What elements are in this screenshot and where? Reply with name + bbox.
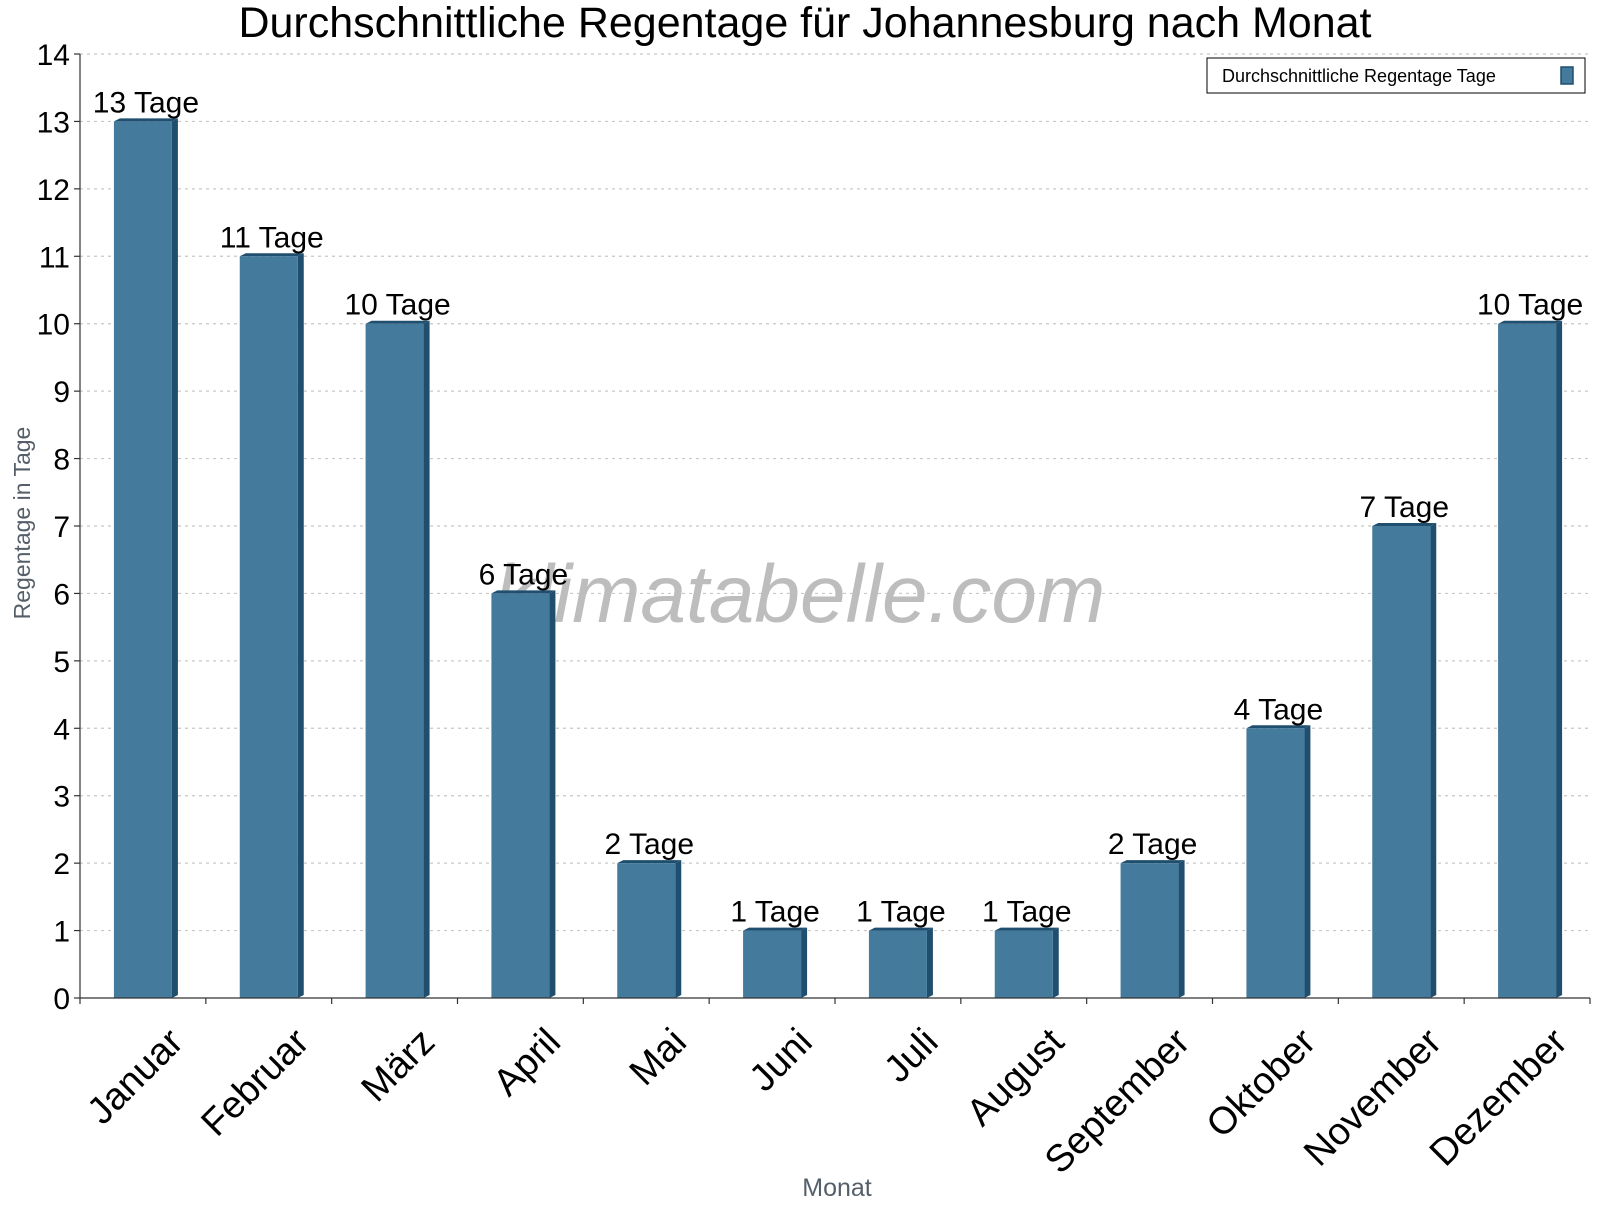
bar <box>617 863 676 998</box>
bar <box>365 323 424 998</box>
y-tick-label: 5 <box>53 646 70 679</box>
y-tick-label: 0 <box>53 983 70 1016</box>
y-tick-label: 6 <box>53 578 70 611</box>
data-label: 7 Tage <box>1359 491 1449 524</box>
bar-top <box>1498 320 1563 324</box>
y-tick-label: 13 <box>37 106 70 139</box>
data-label: 2 Tage <box>604 828 694 861</box>
x-tick-label: März <box>354 1021 443 1110</box>
y-axis-title: Regentage in Tage <box>9 427 35 620</box>
x-axis-title: Monat <box>802 1174 872 1200</box>
chart-title: Durchschnittliche Regentage für Johannes… <box>238 0 1371 47</box>
watermark-text: klimatabelle.com <box>495 549 1106 640</box>
y-tick-label: 11 <box>39 241 70 274</box>
y-tick-label: 8 <box>53 444 70 477</box>
data-label: 1 Tage <box>730 896 820 929</box>
bar-top <box>617 860 682 864</box>
data-label: 1 Tage <box>982 896 1072 929</box>
bar <box>113 121 172 998</box>
bar-side <box>1556 320 1563 998</box>
x-tick-label: Februar <box>194 1021 318 1145</box>
data-labels: 13 Tage 11 Tage 10 Tage 6 Tage 2 Tage 1 Tage 1… <box>93 86 1583 928</box>
bar-top <box>365 320 430 324</box>
x-tick-label: Januar <box>80 1021 192 1133</box>
y-tick-label: 9 <box>53 376 70 409</box>
y-tick-label: 1 <box>53 916 70 949</box>
bar-side <box>1304 725 1311 998</box>
y-tick-label: 2 <box>53 848 70 881</box>
data-label: 13 Tage <box>93 86 199 119</box>
x-tick-label: Juni <box>742 1021 821 1100</box>
y-tick-label: 3 <box>53 781 70 814</box>
x-tick-label: Dezember <box>1422 1021 1576 1175</box>
bar <box>868 930 927 998</box>
bar-top <box>1372 523 1437 526</box>
bar-side <box>1052 927 1059 998</box>
y-tick-label: 14 <box>37 39 70 72</box>
bar <box>743 930 802 998</box>
bar-side <box>926 927 933 998</box>
y-tick-label: 10 <box>37 309 70 342</box>
bar-side <box>297 253 304 999</box>
bar-side <box>1430 523 1437 998</box>
bar <box>1120 863 1179 998</box>
data-label: 10 Tage <box>1477 289 1583 322</box>
x-tick-label: November <box>1296 1021 1450 1175</box>
bar <box>239 256 298 998</box>
x-tick-label: April <box>486 1021 569 1104</box>
bar-top <box>868 927 933 931</box>
bar <box>491 593 550 998</box>
data-label: 6 Tage <box>479 558 569 591</box>
bar-side <box>423 320 430 998</box>
data-label: 2 Tage <box>1108 828 1198 861</box>
y-tick-label: 4 <box>53 713 70 746</box>
bar-side <box>171 118 178 998</box>
bar <box>1246 728 1305 998</box>
bar-side <box>1178 860 1185 998</box>
bar-top <box>1246 725 1311 729</box>
legend-swatch <box>1560 66 1574 85</box>
x-tick-label: Juli <box>876 1021 946 1091</box>
data-label: 4 Tage <box>1234 693 1324 726</box>
bar-top <box>1120 860 1185 864</box>
x-tick-label: August <box>959 1021 1073 1135</box>
bar-top <box>994 927 1059 931</box>
legend-label: Durchschnittliche Regentage Tage <box>1222 66 1496 86</box>
bar-side <box>675 860 682 998</box>
data-label: 1 Tage <box>856 896 946 929</box>
bar-side <box>549 590 556 998</box>
data-label: 10 Tage <box>344 289 450 322</box>
x-tick-label: Oktober <box>1199 1021 1325 1147</box>
bar <box>1498 323 1557 998</box>
data-label: 11 Tage <box>220 221 324 254</box>
legend: Durchschnittliche Regentage Tage <box>1206 57 1586 94</box>
bar-top <box>113 118 178 122</box>
bar <box>1372 526 1431 998</box>
bar-top <box>743 927 808 931</box>
x-tick-label: Mai <box>622 1021 695 1094</box>
bar-side <box>801 927 808 998</box>
bar-top <box>239 253 304 257</box>
bar <box>994 930 1053 998</box>
bar-top <box>491 590 556 594</box>
legend-box <box>1206 57 1586 94</box>
y-tick-label: 7 <box>53 511 70 544</box>
y-tick-label: 12 <box>37 174 70 207</box>
bars <box>113 118 1563 999</box>
